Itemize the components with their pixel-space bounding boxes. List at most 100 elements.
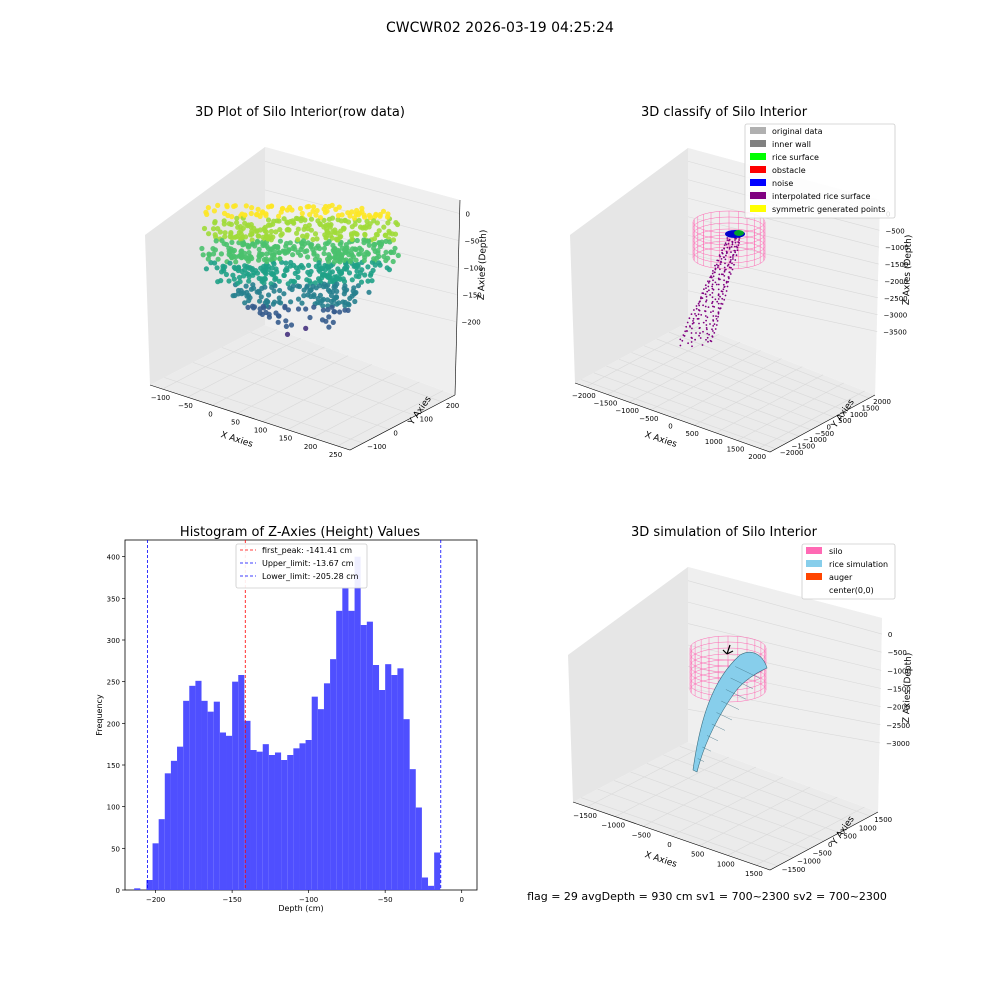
- scatter-point: [353, 231, 359, 237]
- scatter-point: [712, 310, 714, 312]
- scatter-point: [277, 238, 283, 244]
- scatter-point: [692, 317, 695, 320]
- scatter-point: [249, 205, 255, 211]
- scatter-point: [214, 265, 220, 271]
- scatter-point: [344, 245, 350, 251]
- scatter-point: [365, 238, 371, 244]
- y-tick-label: −1500: [782, 866, 806, 874]
- scatter-point: [707, 285, 710, 288]
- scatter-point: [334, 281, 340, 287]
- scatter-point: [230, 272, 236, 278]
- scatter-point: [276, 213, 282, 219]
- scatter-point: [233, 259, 239, 265]
- histogram-legend: first_peak: -141.41 cm Upper_limit: -13.6…: [235, 543, 368, 589]
- scatter-point: [708, 280, 711, 283]
- histogram-bar: [366, 621, 373, 890]
- legend-label: Lower_limit: -205.28 cm: [262, 572, 359, 581]
- scatter-point: [698, 327, 701, 330]
- scatter-point: [249, 231, 255, 237]
- scatter-point: [710, 276, 713, 279]
- scatter-point: [285, 307, 291, 313]
- scatter-point: [282, 303, 288, 309]
- histogram-bar: [201, 700, 208, 890]
- scatter-point: [322, 223, 329, 229]
- scatter-point: [392, 245, 398, 251]
- scatter-point: [263, 309, 269, 316]
- scatter-point: [229, 235, 235, 241]
- x-tick-label: −2000: [572, 392, 596, 400]
- scatter-point: [360, 225, 366, 231]
- histogram-bar: [213, 701, 220, 890]
- scatter-point: [712, 275, 715, 278]
- scatter-point: [321, 250, 327, 257]
- scatter-point: [324, 297, 331, 303]
- scatter-point: [698, 304, 701, 307]
- scatter-point: [699, 300, 701, 303]
- x-tick-label: −100: [151, 394, 170, 402]
- scatter-point: [304, 232, 310, 238]
- panel-simulation-xticks: −1500 −1000 −500 0 500 1000 1500: [573, 812, 763, 878]
- scatter-point: [264, 258, 270, 264]
- y-tick-label: 500: [843, 833, 856, 841]
- scatter-point: [359, 267, 365, 273]
- scatter-point: [351, 215, 357, 221]
- legend-swatch: [750, 127, 766, 134]
- scatter-point: [724, 242, 727, 245]
- scatter-point: [338, 218, 344, 224]
- scatter-point: [246, 265, 252, 271]
- scatter-point: [702, 330, 704, 333]
- histogram-bar: [323, 683, 331, 890]
- scatter-point: [305, 254, 311, 260]
- scatter-point: [341, 285, 347, 291]
- panel-raw-xlabel: X Axies: [219, 430, 254, 450]
- scatter-point: [694, 338, 696, 341]
- scatter-point: [294, 230, 300, 236]
- scatter-point: [699, 332, 701, 334]
- scatter-point: [265, 266, 271, 272]
- scatter-point: [230, 249, 236, 255]
- scatter-point: [711, 302, 713, 305]
- scatter-point: [264, 251, 270, 257]
- z-tick-label: −500: [885, 227, 904, 235]
- legend-label: rice simulation: [829, 560, 888, 569]
- scatter-point: [293, 265, 299, 271]
- scatter-point: [271, 288, 277, 294]
- scatter-point: [371, 245, 377, 251]
- scatter-point: [326, 324, 332, 330]
- scatter-point: [711, 285, 713, 288]
- scatter-point: [382, 232, 388, 238]
- scatter-point: [307, 212, 313, 218]
- scatter-point: [706, 336, 709, 339]
- scatter-point: [717, 315, 719, 318]
- scatter-point: [273, 229, 279, 235]
- scatter-point: [705, 295, 708, 298]
- scatter-point: [717, 298, 720, 300]
- surface-mesh-line: [707, 735, 719, 741]
- scatter-point: [335, 212, 342, 219]
- scatter-point: [704, 310, 706, 312]
- histogram-bar: [256, 751, 263, 890]
- scatter-point: [732, 258, 734, 260]
- histogram-bar: [385, 664, 392, 890]
- panel-classify-xlabel: X Axies: [643, 430, 678, 450]
- scatter-point: [267, 222, 273, 228]
- surface-mesh-line: [735, 666, 761, 679]
- x-tick-label: −200: [146, 896, 165, 904]
- scatter-point: [372, 262, 378, 268]
- scatter-point: [244, 293, 250, 299]
- panel-raw-yticks: −100 0 100 200: [367, 402, 459, 451]
- scatter-point: [716, 320, 719, 322]
- surface-mesh-line: [716, 712, 733, 721]
- scatter-point: [277, 287, 283, 294]
- scatter-point: [721, 252, 724, 255]
- scatter-point: [308, 287, 314, 293]
- scatter-point: [719, 268, 721, 271]
- scatter-point: [212, 219, 218, 225]
- scatter-point: [707, 280, 709, 283]
- histogram-bar: [330, 659, 337, 890]
- scatter-point: [306, 278, 312, 284]
- scatter-point: [261, 263, 267, 270]
- scatter-point: [703, 288, 705, 290]
- scatter-point: [686, 321, 689, 324]
